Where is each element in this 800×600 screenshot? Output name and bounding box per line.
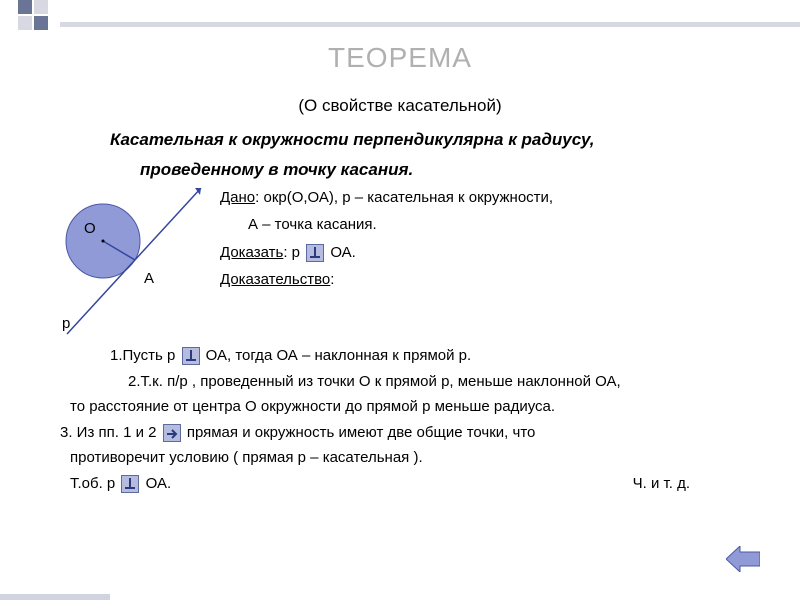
proof-label-line: Доказательство: — [220, 270, 800, 290]
perp-icon — [121, 475, 139, 493]
prove-line: Доказать: р ОА. — [220, 243, 800, 263]
theorem-statement-line2: проведенному в точку касания. — [0, 160, 800, 180]
tangent-diagram: О Ар — [0, 188, 220, 343]
perp-icon — [182, 347, 200, 365]
proof-step-3b: противоречит условию ( прямая р – касате… — [70, 445, 730, 471]
proof-step-2b: то расстояние от центра О окружности до … — [70, 394, 730, 420]
svg-text:О: О — [84, 220, 96, 237]
theorem-statement-line1: Касательная к окружности перпендикулярна… — [0, 130, 800, 150]
page-title: ТЕОРЕМА — [0, 0, 800, 74]
proof-step-2: 2.Т.к. п/р , проведенный из точки О к пр… — [70, 369, 730, 395]
slide-footer-bar — [0, 594, 110, 600]
proof-label: Доказательство — [220, 271, 330, 288]
svg-text:А: А — [144, 270, 154, 287]
qed-abbrev: Ч. и т. д. — [633, 471, 730, 497]
proof-step-3: 3. Из пп. 1 и 2 прямая и окружность имею… — [60, 420, 730, 446]
prove-label: Доказать — [220, 244, 283, 261]
given-label: Дано — [220, 189, 255, 206]
svg-text:р: р — [62, 315, 70, 332]
theorem-subtitle: (О свойстве касательной) — [0, 96, 800, 116]
given-line: Дано: окр(О,ОА), р – касательная к окруж… — [220, 188, 800, 208]
perp-icon — [306, 244, 324, 262]
prev-slide-arrow[interactable] — [726, 546, 760, 572]
given-line-2: А – точка касания. — [220, 215, 800, 235]
implies-icon — [163, 424, 181, 442]
proof-qed: Т.об. р ОА. Ч. и т. д. — [70, 471, 730, 497]
